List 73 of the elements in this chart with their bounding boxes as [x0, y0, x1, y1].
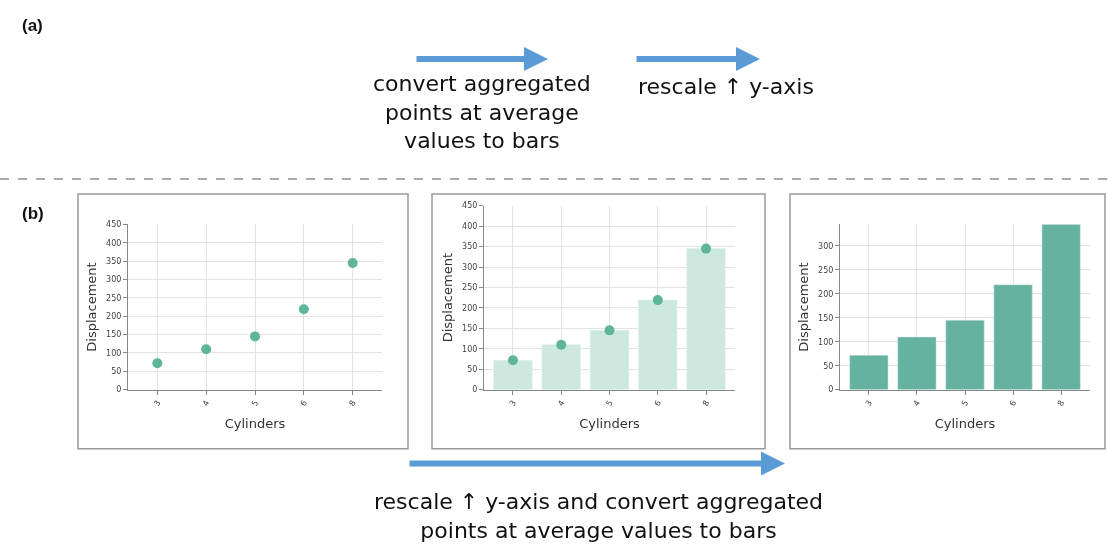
bar [686, 248, 726, 390]
x-tick-label: 4 [911, 398, 923, 408]
text: (a) [22, 16, 43, 35]
x-tick-label: 3 [507, 398, 519, 408]
bar [638, 299, 678, 390]
x-tick-label: 5 [249, 398, 261, 408]
point [152, 358, 163, 369]
x-tick-label: 6 [1007, 398, 1019, 408]
text: (b) [22, 204, 44, 223]
point [250, 331, 260, 342]
bar [945, 319, 985, 390]
y-axis-title: Displacement [84, 262, 100, 352]
y-tick-label: 200 [106, 311, 122, 321]
y-tick-label: 250 [818, 265, 834, 275]
bar [589, 330, 630, 390]
x-tick-label: 3 [863, 398, 875, 408]
text: rescale ↑ y-axis and convert aggregated points at average values to bars [374, 489, 824, 543]
y-tick-label: 300 [106, 275, 122, 285]
point [347, 257, 358, 268]
x-tick-label: 4 [201, 398, 212, 408]
bar [993, 284, 1033, 390]
bar [541, 344, 581, 390]
y-tick-label: 100 [106, 348, 122, 358]
y-tick-label: 100 [818, 337, 834, 347]
bar [849, 354, 889, 390]
point [604, 325, 615, 336]
y-tick-label: 300 [462, 262, 478, 272]
point [652, 295, 663, 306]
x-axis-title: Cylinders [579, 416, 641, 432]
y-axis-title: Displacement [796, 262, 812, 352]
x-tick-label: 8 [1056, 398, 1067, 408]
x-tick-label: 8 [347, 398, 358, 408]
x-tick-label: 8 [700, 398, 712, 408]
x-tick-label: 6 [298, 398, 310, 408]
y-tick-label: 450 [106, 220, 122, 230]
y-tick-label: 50 [111, 367, 122, 377]
text: rescale ↑ y-axis [638, 74, 814, 99]
y-tick-label: 0 [828, 385, 834, 395]
y-tick-label: 250 [462, 283, 478, 293]
y-tick-label: 50 [467, 365, 478, 375]
y-axis-title: Displacement [440, 252, 456, 343]
x-axis-title: Cylinders [934, 416, 996, 432]
x-tick-label: 4 [556, 398, 567, 408]
y-tick-label: 300 [818, 241, 834, 251]
y-tick-label: 0 [472, 385, 478, 395]
y-tick-label: 450 [462, 201, 478, 211]
y-tick-label: 400 [106, 238, 122, 248]
x-tick-label: 3 [152, 398, 163, 408]
x-tick-label: 6 [652, 398, 663, 408]
point [556, 339, 567, 350]
bar [493, 359, 533, 390]
y-tick-label: 400 [462, 221, 478, 231]
y-tick-label: 150 [462, 324, 478, 334]
y-tick-label: 50 [823, 361, 834, 371]
y-tick-label: 200 [462, 303, 478, 313]
x-tick-label: 5 [604, 398, 615, 408]
bar [897, 336, 937, 390]
x-tick-label: 5 [959, 398, 971, 408]
bar [1041, 224, 1081, 390]
y-tick-label: 0 [116, 385, 122, 395]
point [701, 243, 712, 254]
y-tick-label: 100 [462, 344, 478, 354]
point [201, 344, 212, 355]
y-tick-label: 150 [818, 313, 834, 323]
y-tick-label: 350 [106, 256, 122, 266]
y-tick-label: 200 [818, 289, 834, 299]
point [507, 355, 518, 366]
y-tick-label: 150 [106, 330, 122, 340]
text: convert aggregated points at average values to bars [373, 71, 591, 154]
y-tick-label: 350 [462, 242, 478, 252]
x-axis-title: Cylinders [224, 416, 286, 432]
point [298, 304, 309, 315]
y-tick-label: 250 [106, 293, 122, 303]
